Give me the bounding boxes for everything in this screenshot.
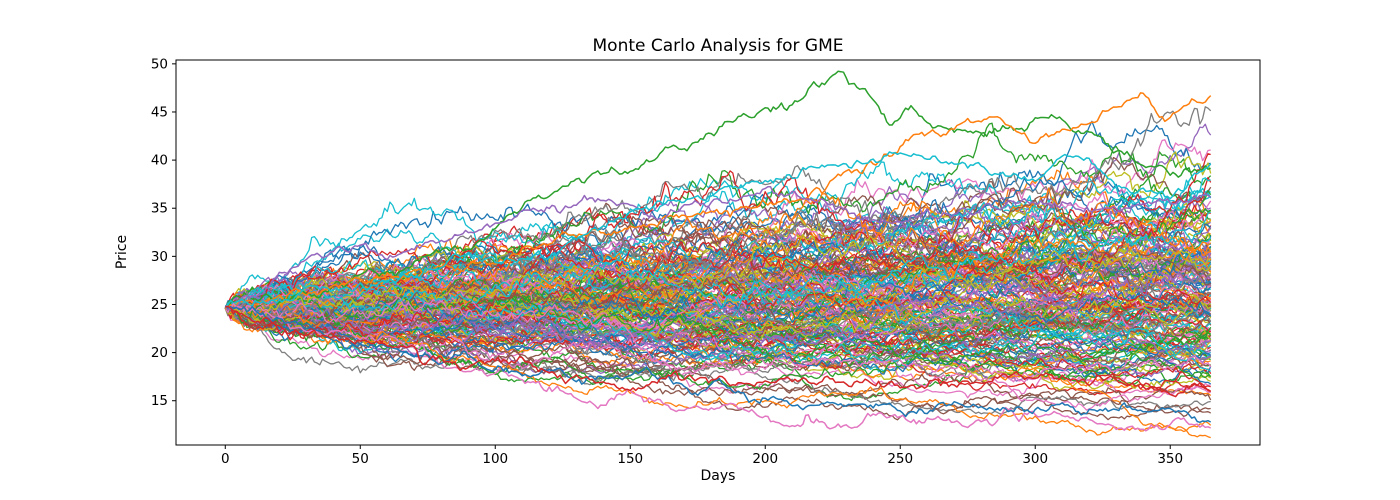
- simulation-path: [225, 240, 1212, 341]
- simulation-path: [225, 307, 1211, 421]
- simulation-path: [225, 209, 1211, 320]
- x-tick-label: 50: [352, 451, 369, 467]
- x-tick-label: 250: [887, 451, 913, 467]
- pink-bottom-path: [225, 303, 1212, 432]
- y-tick-label: 15: [151, 393, 168, 409]
- simulation-path: [224, 295, 1212, 381]
- y-tick-label: 50: [151, 56, 168, 72]
- x-tick-label: 0: [221, 451, 230, 467]
- y-axis-label: Price: [114, 234, 130, 270]
- y-tick-label: 35: [151, 201, 168, 217]
- y-tick-label: 40: [151, 153, 168, 169]
- simulation-path: [224, 301, 1211, 412]
- x-tick-label: 350: [1157, 451, 1183, 467]
- simulation-path: [225, 233, 1212, 324]
- x-tick-label: 300: [1022, 451, 1048, 467]
- simulation-path: [224, 106, 1212, 313]
- simulation-path: [224, 303, 1212, 362]
- simulation-path: [224, 284, 1212, 372]
- chart-title: Monte Carlo Analysis for GME: [592, 36, 844, 56]
- y-tick-label: 25: [151, 297, 168, 313]
- simulation-path: [224, 204, 1212, 313]
- simulation-path: [225, 271, 1212, 348]
- cyan-upper-path: [224, 151, 1212, 308]
- simulation-path: [224, 307, 1212, 421]
- simulation-path: [225, 259, 1212, 357]
- simulation-path: [225, 273, 1212, 339]
- orange-top-path: [225, 92, 1212, 310]
- simulation-path: [224, 292, 1211, 415]
- simulation-path: [225, 284, 1212, 337]
- notable-paths: [224, 70, 1212, 432]
- x-axis-label: Days: [700, 468, 736, 484]
- simulation-path: [225, 192, 1212, 319]
- simulation-path: [224, 291, 1212, 337]
- simulation-path: [224, 193, 1211, 332]
- y-tick-label: 30: [151, 249, 168, 265]
- simulation-path: [224, 211, 1211, 312]
- simulation-path: [225, 280, 1212, 342]
- green-peak-path: [225, 70, 1211, 309]
- purple-early-riser-path: [224, 185, 1212, 311]
- x-tick-label: 150: [617, 451, 643, 467]
- x-axis-ticks: 0 50 100 150 200 250 300 350: [221, 445, 1183, 467]
- simulation-path: [224, 296, 1212, 378]
- axes-spines: [175, 59, 1261, 446]
- simulation-path: [224, 153, 1211, 309]
- simulation-path: [225, 177, 1211, 320]
- blue-bottom-path: [224, 304, 1212, 424]
- y-axis-ticks: 15 20 25 30 35 40 45 50: [151, 56, 176, 409]
- red-low-path: [225, 305, 1212, 398]
- x-tick-label: 200: [752, 451, 778, 467]
- y-tick-label: 20: [151, 345, 168, 361]
- simulation-path: [225, 241, 1212, 325]
- x-tick-label: 100: [482, 451, 508, 467]
- y-tick-label: 45: [151, 104, 168, 120]
